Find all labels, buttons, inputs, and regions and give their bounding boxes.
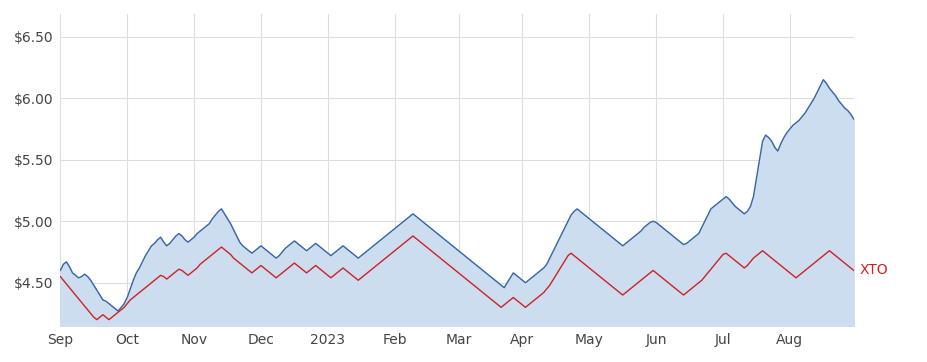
Text: XTO: XTO (859, 264, 887, 277)
